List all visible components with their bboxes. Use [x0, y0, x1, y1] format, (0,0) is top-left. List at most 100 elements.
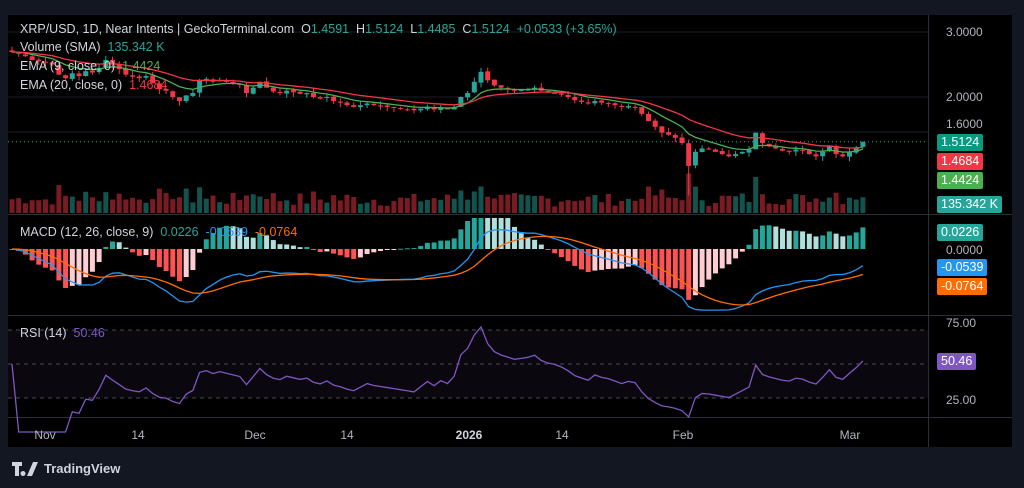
volume-bar: [304, 203, 310, 213]
macd-histogram-bar: [250, 237, 256, 249]
candle-body: [344, 102, 350, 106]
macd-histogram-bar: [860, 227, 866, 249]
volume-bar: [69, 196, 75, 213]
volume-bar: [371, 199, 377, 213]
candle-body: [719, 151, 725, 155]
signal-line: [11, 235, 864, 306]
volume-bar: [558, 201, 564, 213]
candle-body: [592, 101, 598, 104]
macd-histogram-bar: [532, 239, 538, 249]
candle-body: [203, 78, 209, 81]
macd-histogram-bar: [612, 249, 618, 269]
candle-body: [739, 151, 745, 154]
macd-histogram-bar: [592, 249, 598, 271]
volume-bar: [331, 195, 337, 213]
volume-bar: [123, 199, 129, 213]
macd-legend[interactable]: MACD (12, 26, close, 9) 0.0226 -0.0539 -…: [20, 225, 298, 239]
macd-histogram-bar: [404, 248, 410, 250]
candle-body: [297, 91, 303, 94]
macd-histogram-bar: [538, 244, 544, 249]
macd-histogram-bar: [170, 249, 176, 277]
symbol-title: XRP/USD, 1D, Near Intents | GeckoTermina…: [20, 22, 295, 36]
volume-bar: [103, 192, 109, 213]
volume-bar: [739, 193, 745, 213]
ema20-legend[interactable]: EMA (20, close, 0) 1.4684: [20, 78, 168, 92]
volume-legend[interactable]: Volume (SMA) 135.342 K: [20, 40, 165, 54]
macd-histogram-bar: [424, 242, 430, 249]
volume-bar: [565, 200, 571, 213]
ema20-badge: 1.4684: [937, 153, 984, 170]
candle-body: [284, 90, 290, 94]
rsi-line: [11, 325, 864, 433]
volume-bar: [290, 204, 296, 213]
candle-body: [465, 93, 471, 98]
macd-histogram-bar: [284, 244, 290, 249]
volume-badge: 135.342 K: [937, 196, 1002, 213]
candle-body: [76, 73, 82, 77]
volume-bar: [659, 189, 665, 213]
candle-body: [63, 75, 69, 79]
tradingview-logo[interactable]: TradingView: [12, 461, 120, 476]
volume-bar: [625, 198, 631, 213]
macd-histogram-bar: [652, 249, 658, 280]
candle-body: [666, 132, 672, 135]
macd-histogram-bar: [780, 228, 785, 249]
candle-body: [558, 93, 564, 95]
volume-bar: [217, 202, 223, 213]
volume-bar: [16, 198, 22, 213]
macd-histogram-bar: [384, 249, 390, 250]
candle-body: [384, 105, 390, 107]
candle-body: [264, 81, 270, 88]
candle-body: [686, 143, 692, 166]
macd-histogram-bar: [190, 249, 196, 270]
candle-body: [826, 146, 832, 152]
volume-bar: [766, 203, 772, 213]
macd-histogram-bar: [498, 218, 504, 249]
macd-histogram-bar: [659, 249, 665, 286]
volume-bar: [244, 195, 249, 213]
ema9-legend[interactable]: EMA (9, close, 0) 1.4424: [20, 59, 161, 73]
volume-bar: [719, 195, 725, 213]
macd-histogram-bar: [485, 218, 491, 249]
time-tick: 14: [131, 428, 145, 442]
macd-histogram-bar: [853, 232, 859, 249]
candle-body: [438, 107, 444, 110]
volume-bar: [63, 195, 69, 213]
candle-body: [498, 85, 504, 88]
candle-body: [833, 145, 839, 155]
macd-histogram-bar: [512, 226, 517, 249]
signal-badge: -0.0764: [937, 278, 988, 295]
volume-bar: [163, 193, 169, 213]
macd-histogram-bar: [505, 218, 511, 249]
volume-bar: [324, 202, 330, 213]
volume-bar: [512, 193, 517, 213]
volume-bar: [485, 196, 491, 213]
candle-body: [565, 94, 571, 97]
volume-bar: [150, 199, 156, 213]
volume-bar: [793, 194, 799, 213]
volume-bar: [183, 188, 189, 213]
macd-histogram-bar: [579, 249, 584, 270]
candle-body: [43, 61, 48, 63]
candle-body: [485, 71, 491, 81]
macd-histogram-bar: [391, 249, 397, 250]
macd-histogram-bar: [357, 249, 363, 258]
rsi-tick: 75.00: [946, 316, 977, 330]
macd-histogram-bar: [217, 227, 223, 249]
macd-histogram-bar: [746, 244, 752, 249]
macd-histogram-bar: [311, 249, 316, 250]
volume-bar: [203, 198, 209, 213]
macd-histogram-bar: [491, 218, 497, 249]
volume-bar: [773, 204, 779, 213]
candle-body: [36, 59, 42, 62]
candle-body: [304, 93, 310, 95]
time-tick: 2026: [455, 428, 483, 442]
rsi-badge: 50.46: [937, 353, 977, 370]
rsi-legend[interactable]: RSI (14) 50.46: [20, 326, 105, 340]
price-tick: 1.6000: [946, 117, 983, 131]
candle-body: [69, 73, 75, 79]
volume-bar: [612, 205, 618, 213]
time-tick: Dec: [244, 428, 266, 442]
